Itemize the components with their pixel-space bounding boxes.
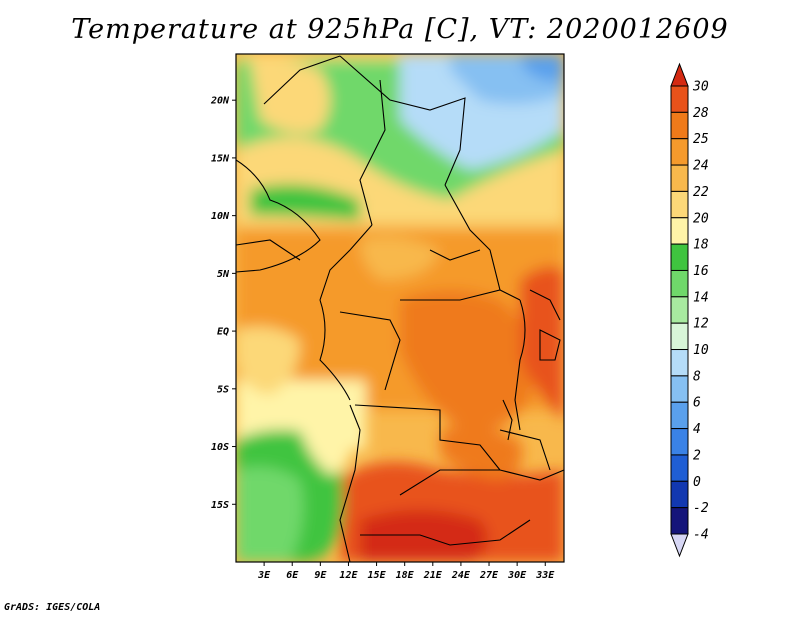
x-tick-label-8: 27E (479, 570, 499, 581)
temperature-field (236, 54, 564, 562)
y-tick-label-1: 15N (211, 153, 230, 164)
colorbar-swatch-12 (670, 401, 689, 430)
colorbar-swatch-3 (670, 164, 689, 192)
colorbar-swatch-6 (670, 243, 689, 271)
colorbar-label-6: 18 (693, 238, 709, 253)
colorbar-label-1: 28 (693, 106, 709, 121)
colorbar-label-4: 22 (693, 185, 709, 200)
colorbar-label-3: 24 (693, 159, 709, 174)
colorbar-label-2: 25 (693, 132, 709, 147)
y-tick-label-0: 20N (210, 96, 230, 107)
colorbar-label-17: -4 (693, 528, 709, 543)
colorbar-bottom-arrow (670, 533, 689, 558)
colorbar-swatch-9 (670, 322, 689, 351)
colorbar-swatch-2 (670, 138, 689, 166)
field-north-coldest (520, 54, 564, 82)
x-axis: 3E 6E 9E 12E 15E 18E 21E 24E 27E 30E 33E (257, 562, 555, 581)
field-nigeria-green (250, 184, 360, 220)
colorbar-swatch-16 (670, 507, 689, 535)
y-tick-label-7: 15S (211, 500, 229, 511)
field-south-atlantic-lightgreen (236, 466, 304, 562)
colorbar-label-13: 4 (693, 422, 701, 437)
field-benguela-pale (300, 430, 350, 475)
colorbar-label-8: 14 (693, 290, 709, 305)
x-tick-label-9: 30E (507, 570, 527, 581)
x-tick-label-1: 6E (286, 570, 299, 581)
colorbar-swatch-15 (670, 480, 689, 509)
x-tick-label-0: 3E (257, 570, 271, 581)
field-gulf-pale (236, 326, 300, 395)
borders (236, 55, 564, 562)
field-cameroon-warm (360, 236, 440, 280)
y-tick-label-2: 10N (211, 211, 230, 222)
colorbar-swatch-0 (670, 85, 689, 113)
colorbar-label-5: 20 (693, 211, 709, 226)
colorbar-label-0: 30 (692, 80, 709, 95)
x-tick-label-2: 9E (314, 570, 327, 581)
colorbar-label-11: 8 (693, 369, 701, 384)
x-tick-label-5: 18E (396, 570, 415, 581)
x-tick-label-6: 21E (423, 570, 443, 581)
y-tick-label-6: 10S (211, 442, 229, 453)
x-tick-label-3: 12E (339, 570, 358, 581)
colorbar-swatch-14 (670, 454, 689, 482)
colorbar-label-9: 12 (693, 317, 709, 332)
colorbar-label-12: 6 (693, 396, 701, 411)
grads-credit: GrADS: IGES/COLA (4, 602, 101, 613)
colorbar-label-7: 16 (693, 264, 709, 279)
x-tick-label-10: 33E (535, 570, 555, 581)
colorbar-label-14: 2 (693, 448, 701, 463)
colorbar-swatch-8 (670, 296, 689, 324)
y-axis: 20N 15N 10N 5N EQ 5S 10S 15S (210, 96, 236, 511)
colorbar-swatch-11 (670, 375, 689, 403)
field-zambia-hot (440, 426, 523, 480)
colorbar-label-10: 10 (693, 343, 709, 358)
y-tick-label-4: EQ (217, 327, 229, 338)
y-tick-label-3: 5N (217, 269, 230, 280)
field-sahara-warm (250, 58, 330, 134)
x-tick-label-4: 15E (368, 570, 387, 581)
colorbar-label-15: 0 (693, 475, 701, 490)
colorbar-swatch-7 (670, 269, 689, 298)
x-tick-label-7: 24E (451, 570, 471, 581)
colorbar-top-arrow (670, 62, 689, 87)
field-congo-hot (400, 290, 532, 432)
colorbar-swatch-4 (670, 190, 689, 219)
colorbar-label-16: -2 (693, 501, 709, 516)
colorbar-swatch-13 (670, 428, 689, 456)
chart-title: Temperature at 925hPa [C], VT: 202001260… (71, 14, 729, 45)
map-frame (235, 53, 565, 563)
y-tick-label-5: 5S (217, 384, 229, 395)
colorbar-swatch-10 (670, 349, 689, 377)
colorbar-swatch-5 (670, 217, 689, 245)
colorbar-swatch-1 (670, 111, 689, 140)
